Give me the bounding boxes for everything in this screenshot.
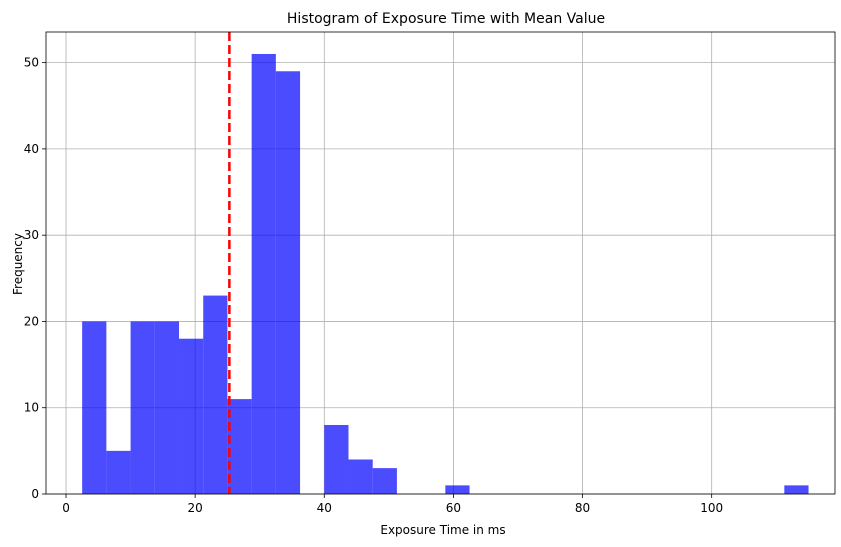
- x-tick-label: 0: [62, 501, 70, 515]
- histogram-bar: [372, 468, 397, 494]
- histogram-bar: [324, 424, 349, 494]
- y-tick-label: 20: [24, 314, 39, 328]
- chart-title: Histogram of Exposure Time with Mean Val…: [287, 11, 605, 27]
- histogram-bar: [106, 450, 131, 494]
- histogram-bar: [82, 321, 107, 494]
- histogram-bar: [348, 459, 373, 494]
- histogram-bar: [784, 485, 809, 494]
- x-axis-title: Exposure Time in ms: [380, 523, 505, 537]
- histogram-bar: [130, 321, 155, 494]
- histogram-bar: [251, 54, 276, 494]
- histogram-bar: [179, 338, 204, 494]
- histogram-bar: [275, 71, 301, 494]
- y-tick-label: 10: [24, 401, 39, 415]
- x-tick-label: 100: [700, 501, 723, 515]
- plot-frame: [45, 31, 836, 495]
- y-tick-label: 0: [31, 487, 39, 501]
- histogram-bars: [82, 54, 809, 494]
- y-axis-ticks: 0 10 20 30 40 50: [24, 56, 46, 501]
- histogram-bar: [203, 295, 228, 494]
- x-tick-label: 20: [188, 501, 203, 515]
- x-tick-label: 40: [317, 501, 332, 515]
- x-tick-label: 80: [575, 501, 590, 515]
- y-tick-label: 30: [24, 228, 39, 242]
- y-tick-label: 40: [24, 142, 39, 156]
- y-tick-label: 50: [24, 56, 39, 70]
- histogram-bar: [154, 321, 180, 494]
- histogram-bar: [227, 399, 252, 494]
- x-tick-label: 60: [446, 501, 461, 515]
- x-axis-ticks: 0 20 40 60 80 100: [62, 494, 723, 515]
- y-axis-title: Frequency: [11, 233, 25, 295]
- histogram-bar: [445, 485, 470, 494]
